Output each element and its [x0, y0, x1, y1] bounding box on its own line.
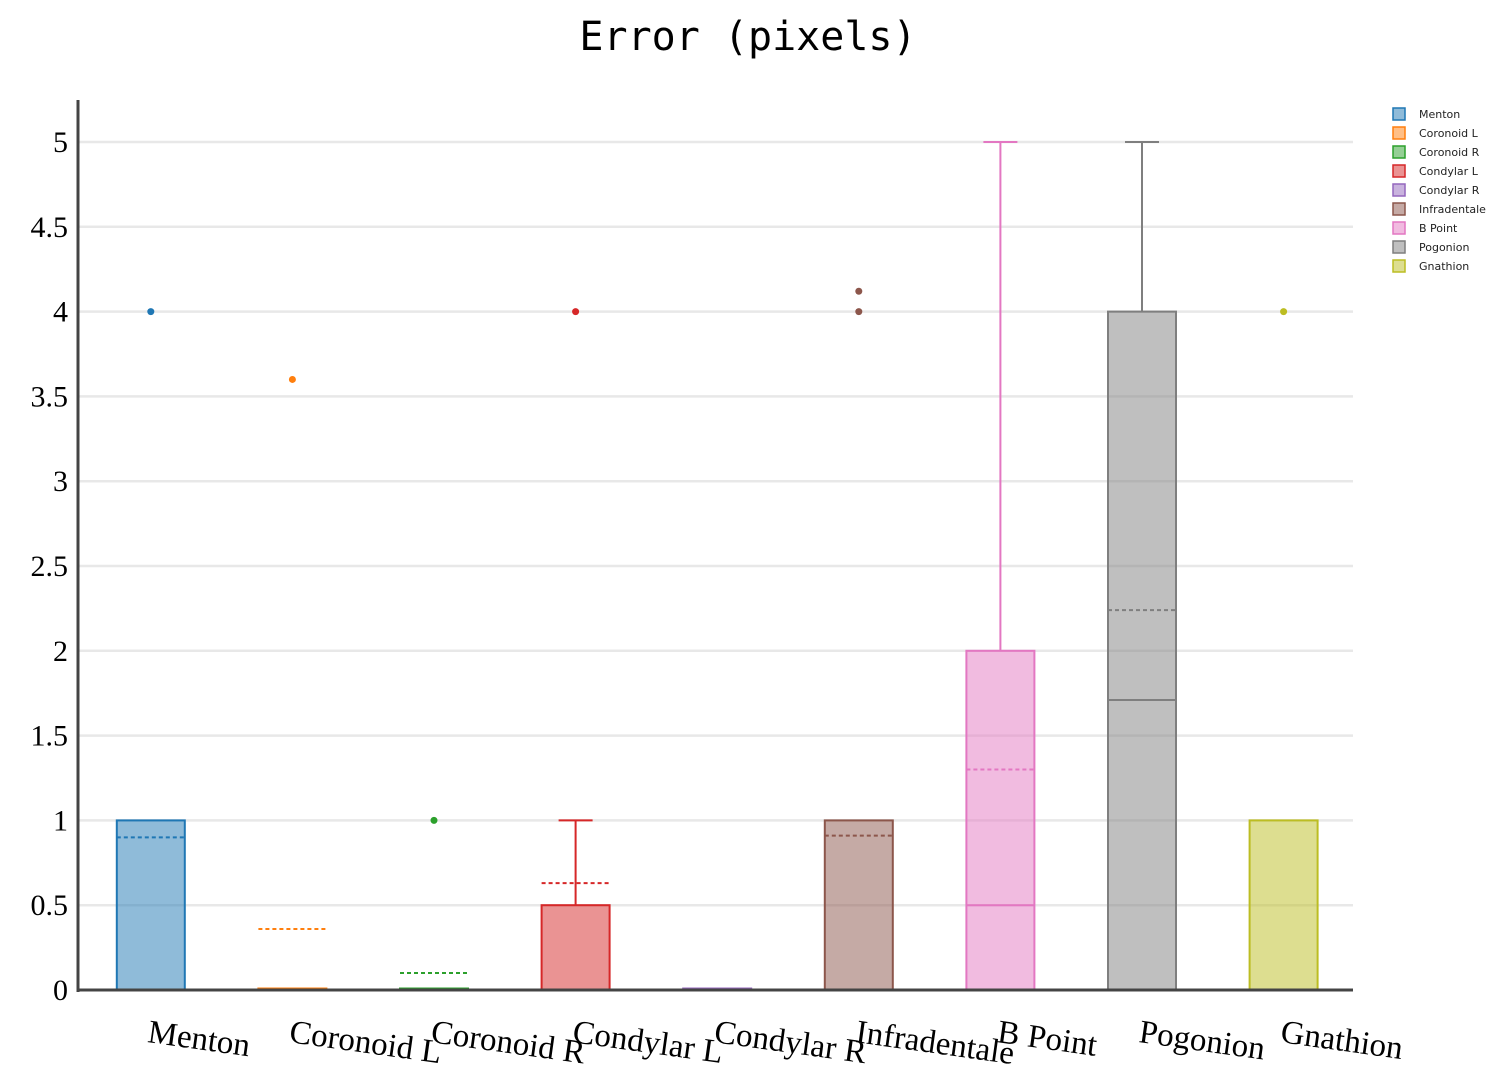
y-tick-label: 3 — [53, 465, 68, 498]
y-tick-label: 1 — [53, 804, 68, 837]
legend-label: Gnathion — [1419, 260, 1469, 273]
y-tick-label: 5 — [53, 126, 68, 159]
box-infradentale — [823, 287, 894, 992]
legend-swatch — [1392, 164, 1406, 178]
legend: Menton Coronoid L Coronoid R Condylar L Cond… — [1392, 107, 1486, 273]
outlier-point — [147, 308, 155, 316]
box-body — [540, 904, 611, 992]
outlier-point — [1280, 308, 1288, 316]
legend-label: Coronoid R — [1419, 146, 1480, 159]
legend-swatch — [1392, 259, 1406, 273]
y-tick-label: 0.5 — [31, 889, 69, 922]
box-coronoid-l — [257, 375, 328, 991]
legend-swatch — [1392, 126, 1406, 140]
box-body — [1248, 819, 1319, 992]
legend-label: Coronoid L — [1419, 127, 1479, 140]
legend-label: Condylar L — [1419, 165, 1479, 178]
x-tick-label: Condylar R — [712, 1014, 869, 1068]
x-tick-label: Pogonion — [1137, 1014, 1267, 1067]
outlier-point — [855, 287, 863, 295]
legend-label: Menton — [1419, 108, 1460, 121]
legend-label: Condylar R — [1419, 184, 1480, 197]
x-tick-label: Gnathion — [1278, 1014, 1405, 1067]
legend-label: Infradentale — [1419, 203, 1486, 216]
y-tick-label: 0 — [53, 974, 68, 1007]
legend-swatch — [1392, 107, 1406, 121]
plot-area — [115, 141, 1319, 992]
outlier-point — [288, 375, 296, 383]
box-pogonion — [1107, 141, 1177, 992]
legend-swatch — [1392, 240, 1406, 254]
y-tick-label: 1.5 — [31, 720, 69, 753]
outlier-point — [572, 308, 580, 316]
legend-label: Pogonion — [1419, 241, 1469, 254]
box-gnathion — [1248, 308, 1319, 992]
box-coronoid-r — [399, 816, 469, 991]
outlier-point — [855, 308, 863, 316]
y-tick-label: 4 — [53, 296, 68, 329]
y-tick-label: 2.5 — [31, 550, 69, 583]
y-tick-label: 3.5 — [31, 380, 69, 413]
legend-label: B Point — [1419, 222, 1458, 235]
outlier-point — [430, 816, 438, 824]
chart-title: Error (pixels) — [579, 14, 916, 60]
box-menton — [115, 308, 186, 992]
x-tick-label: Coronoid R — [429, 1014, 587, 1068]
axes: 0 0.5 1 1.5 2 2.5 3 3.5 4 4.5 5 Menton Coronoid LCor… — [31, 100, 1405, 1068]
box-body — [115, 819, 186, 992]
legend-swatch — [1392, 183, 1406, 197]
x-tick-label: Coronoid L — [287, 1014, 444, 1068]
legend-swatch — [1392, 202, 1406, 216]
y-tick-label: 4.5 — [31, 211, 69, 244]
x-tick-label: Menton — [146, 1014, 253, 1064]
box-b-point — [965, 141, 1036, 991]
y-tick-label: 2 — [53, 635, 68, 668]
x-tick-label: Infradentale — [854, 1014, 1017, 1068]
box-body — [823, 819, 894, 992]
box-condylar-l — [540, 308, 611, 992]
box-body — [1107, 310, 1177, 992]
x-tick-label: Condylar L — [570, 1014, 725, 1068]
legend-swatch — [1392, 145, 1406, 159]
box-body — [965, 649, 1036, 991]
legend-swatch — [1392, 221, 1406, 235]
